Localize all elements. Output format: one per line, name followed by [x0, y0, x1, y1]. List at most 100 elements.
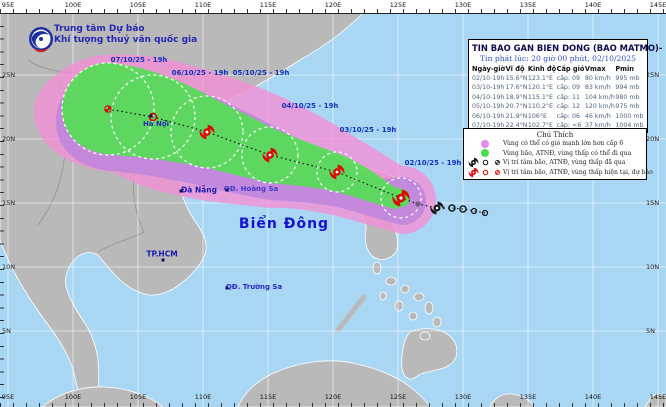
forecast-cell: 994 mb — [615, 84, 640, 92]
track-zone-green — [62, 62, 405, 210]
forecast-col-header: Kinh độ — [527, 65, 557, 73]
uncertainty-circle — [316, 151, 358, 193]
city-dot-icon — [149, 114, 153, 118]
lon-label-bottom: 135E — [519, 393, 537, 401]
lon-label-bottom: 95E — [1, 393, 15, 401]
forecast-cell: 04/10-19h — [472, 93, 505, 101]
lon-label-bottom: 115E — [259, 393, 277, 401]
lat-label-left: 20N — [2, 135, 16, 143]
forecast-table: Ngày-giờ Vĩ độ Kinh độ Cấp gió Vmax Pmin 02/1… — [472, 65, 644, 130]
uncertainty-circles — [61, 62, 422, 219]
lat-label-left: 15N — [2, 199, 16, 207]
org-name-line1: Trung tâm Dự báo — [54, 24, 145, 34]
forecast-row: 04/10-19h 18.9°N 115.1°E cấp: 11 104 km/h 980… — [472, 93, 644, 102]
lon-label-bottom: 110E — [194, 393, 212, 401]
legend-item-label: Vùng có thể có gió mạnh lớn hơn cấp 6 — [503, 140, 624, 148]
forecast-cell: cấp: 12 — [556, 103, 581, 111]
bulletin-box: TIN BAO GAN BIEN DONG (BAO MATMO)- Tin p… — [468, 39, 663, 134]
forecast-cell: cấp: 11 — [556, 93, 581, 101]
typhoon-symbol-icon — [468, 167, 478, 178]
forecast-col-header: Vĩ độ — [505, 65, 525, 73]
lon-label-bottom: 145E — [649, 393, 666, 401]
org-name-line2: Khí tượng thuỷ văn quốc gia — [54, 35, 198, 45]
lon-label-top: 115E — [259, 1, 277, 9]
forecast-row: 03/10-19h 17.6°N 120.1°E cấp: 09 83 km/h 994 … — [472, 83, 644, 92]
uncertainty-circle — [61, 62, 155, 156]
forecast-cell: 18.9°N — [505, 93, 528, 101]
forecast-cell: 102.7°E — [527, 122, 553, 130]
forecast-cell: 07/10-19h — [472, 122, 505, 130]
forecast-col-header: Pmin — [615, 65, 634, 73]
lon-label-top: 100E — [64, 1, 82, 9]
forecast-cell: 123.1°E — [527, 75, 553, 82]
legend-item-label: Vùng bão, ATNĐ, vùng thấp có thể đi qua — [503, 149, 632, 157]
land-borneo — [237, 360, 431, 407]
legend-swatch — [467, 167, 503, 178]
legend-box: Chú Thích Vùng có thể có gió mạnh lớn hơ… — [463, 128, 653, 181]
city-label: Hà Nội — [142, 120, 170, 128]
city-label: QĐ. Trường Sa — [225, 283, 283, 291]
forecast-cell: 995 mb — [615, 75, 640, 82]
forecast-cell: 05/10-19h — [472, 103, 505, 111]
legend-swatch — [467, 139, 503, 148]
lat-label-right: 25N — [646, 71, 660, 79]
uncertainty-circle — [110, 74, 196, 160]
forecast-cell: 06/10-19h — [472, 112, 505, 120]
city-dot-icon — [225, 286, 229, 290]
forecast-cell: 22.4°N — [505, 122, 528, 130]
lon-label-bottom: 100E — [64, 393, 82, 401]
forecast-cell: 46 km/h — [584, 112, 611, 120]
bulletin-title: TIN BAO GAN BIEN DONG (BAO MATMO)- — [472, 43, 663, 53]
legend-item: Vùng có thể có gió mạnh lớn hơn cấp 6 — [467, 139, 643, 149]
forecast-cell: cấp: 06 — [556, 112, 581, 120]
track-date-label: 03/10/25 - 19h — [339, 126, 397, 134]
lon-label-top: 145E — [649, 1, 666, 9]
legend-item-label: Vị trí tâm bão, ATNĐ, vùng thấp hiện tại… — [503, 169, 653, 177]
lon-label-top: 125E — [389, 1, 407, 9]
track-date-label: 05/10/25 - 19h — [232, 69, 290, 77]
forecast-cell: 104 km/h — [584, 93, 615, 101]
top-axis-ticks — [0, 9, 666, 13]
track-date-label: 02/10/25 - 19h — [404, 159, 462, 167]
track-date-label: 06/10/25 - 19h — [171, 69, 229, 77]
lat-label-right: 10N — [646, 263, 660, 271]
forecast-cell: 980 mb — [615, 93, 640, 101]
city-dot-icon — [225, 188, 229, 192]
lon-label-top: 105E — [129, 1, 147, 9]
lon-label-top: 120E — [324, 1, 342, 9]
forecast-table-head: Ngày-giờ Vĩ độ Kinh độ Cấp gió Vmax Pmin — [472, 65, 644, 74]
low-symbol-icon — [494, 170, 500, 176]
storm-track — [107, 108, 486, 214]
city-label: Đà Nẵng — [180, 185, 218, 195]
lon-label-top: 130E — [454, 1, 472, 9]
lat-label-right: 15N — [646, 199, 660, 207]
uncertainty-circle — [241, 126, 299, 184]
forecast-row: 02/10-19h 15.6°N 123.1°E cấp: 09 80 km/h 995 … — [472, 74, 644, 83]
lon-label-top: 140E — [584, 1, 602, 9]
lon-label-bottom: 130E — [454, 393, 472, 401]
uncertainty-circle — [170, 95, 244, 169]
forecast-col-header: Vmax — [584, 65, 606, 73]
legend-swatch — [467, 149, 503, 158]
forecast-cell: 1004 mb — [615, 122, 644, 130]
forecast-cell: 15.6°N — [505, 75, 528, 82]
legend-item: Vị trí tâm bão, ATNĐ, vùng thấp đã qua — [467, 158, 643, 168]
forecast-cell: 21.9°N — [505, 112, 528, 120]
forecast-row: 06/10-19h 21.9°N 106°E cấp: 06 46 km/h 1000 m… — [472, 112, 644, 121]
legend-item-label: Vị trí tâm bão, ATNĐ, vùng thấp đã qua — [503, 159, 626, 167]
zone-color-icon — [481, 139, 489, 148]
legend-rows: Vùng có thể có gió mạnh lớn hơn cấp 6 Vùn… — [467, 139, 653, 178]
forecast-cell: 120.1°E — [527, 84, 553, 92]
forecast-row: 07/10-19h 22.4°N 102.7°E cấp: <6 37 km/h 1004… — [472, 121, 644, 130]
forecast-cell: cấp: 09 — [556, 84, 581, 92]
land-palawan — [335, 294, 367, 333]
forecast-cell: 02/10-19h — [472, 75, 505, 82]
nchmf-logo — [29, 27, 53, 53]
forecast-col-header: Ngày-giờ — [472, 65, 506, 73]
lon-label-top: 110E — [194, 1, 212, 9]
org-name: Trung tâm Dự báo Khí tượng thuỷ văn quốc… — [54, 24, 197, 46]
circle-symbol-icon — [482, 169, 488, 176]
track-date-label: 07/10/25 - 19h — [110, 56, 168, 64]
forecast-table-body: 02/10-19h 15.6°N 123.1°E cấp: 09 80 km/h 995 … — [472, 74, 644, 130]
city-dot-icon — [179, 189, 183, 193]
